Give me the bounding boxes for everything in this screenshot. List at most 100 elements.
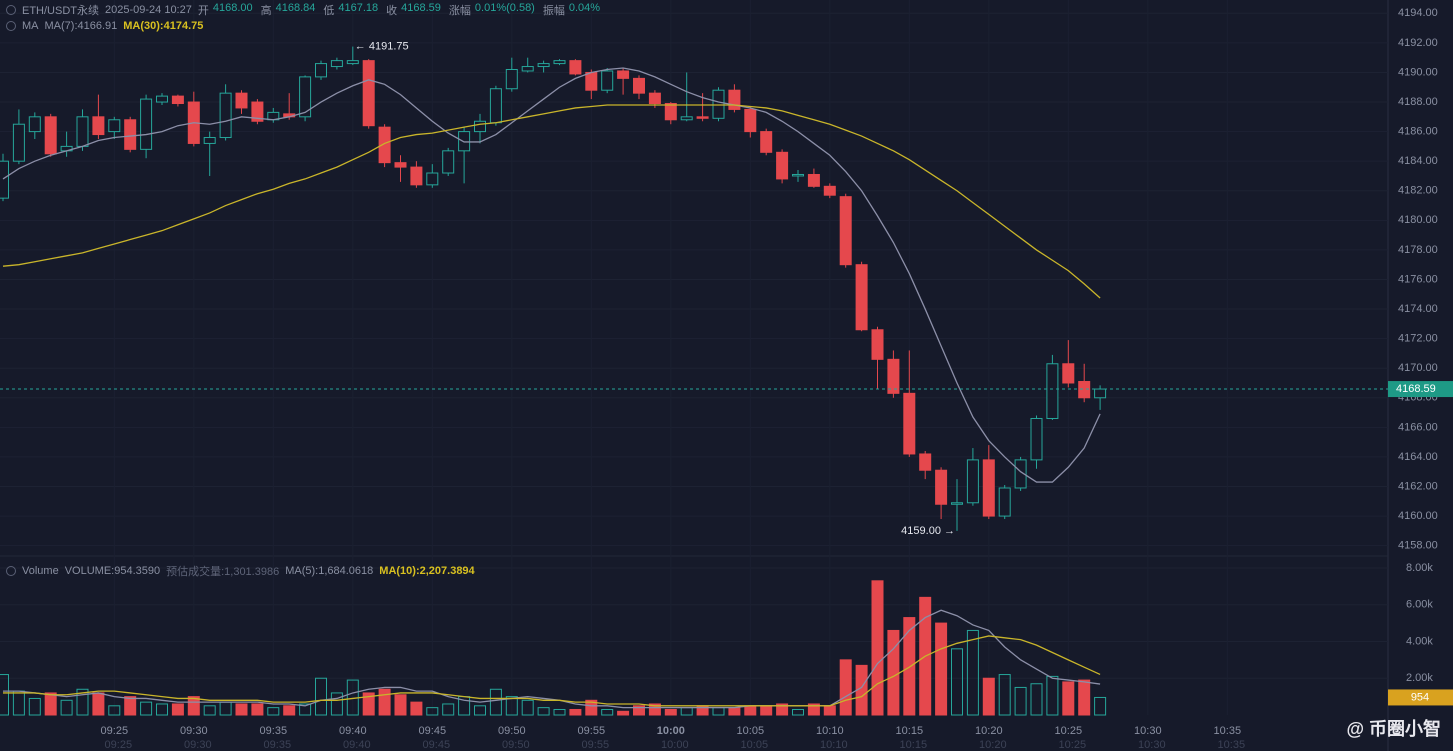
icon[interactable] [6,566,16,576]
x-tick-ghost: 09:35 [264,739,292,751]
volume-bar [728,707,741,716]
candle-body [156,95,168,103]
x-tick-ghost: 10:05 [741,739,769,751]
candle-body [1094,388,1107,399]
candle-body [903,392,916,455]
legend-entry: MA(5):1,684.0618 [285,565,374,577]
volume-bar [633,705,645,716]
x-tick-ghost: 10:25 [1059,739,1087,751]
volume-ma-line [3,635,1101,707]
volume-bar [315,677,327,716]
x-tick-label: 09:25 [101,725,129,737]
legend-entry: VOLUME:954.3590 [64,565,161,577]
legend-entry: MA(7):4166.91 [44,20,118,32]
candle-body [76,116,89,147]
header-label: 低 [323,5,335,17]
volume-bar [283,705,296,716]
candle-body [124,119,137,150]
candle-body [140,98,153,150]
volume-bar [839,659,852,716]
last-price-label: 4168.59 [1396,383,1436,395]
candle-body [792,173,804,177]
volume-bar [982,677,995,716]
y-tick-label: 4170.00 [1398,362,1438,374]
x-tick-label: 09:50 [498,725,526,737]
volume-title: Volume [22,565,59,577]
candle-body [807,173,820,187]
y-tick-label: 4172.00 [1398,333,1438,345]
volume-bar [1046,675,1059,716]
candle-body [951,502,963,505]
volume-bar [203,705,216,716]
candle-body [474,120,486,133]
candle-body [919,453,932,471]
volume-bar [935,622,948,716]
candle-body [633,77,645,94]
header-label: 振幅 [542,5,565,17]
volume-bar [823,705,836,716]
y-tick-label: 4180.00 [1398,214,1438,226]
volume-bar [585,699,598,716]
header-label: 高 [260,5,272,17]
candle-body [648,92,661,105]
volume-bar [12,690,25,716]
volume-bar [187,696,200,716]
icon[interactable] [6,21,16,31]
candle-body [346,60,359,65]
min-annotation: 4159.00 → [901,525,955,537]
x-tick-label: 10:25 [1055,725,1083,737]
x-tick-label: 10:35 [1214,725,1242,737]
y-tick-label: 4158.00 [1398,540,1438,552]
header-value: 4168.59 [401,2,441,14]
volume-bar [569,708,582,716]
volume-bar [760,705,773,716]
volume-bar [664,708,677,716]
candle-body [664,103,677,121]
x-tick-label: 09:35 [260,725,288,737]
candle-body [966,459,979,504]
volume-bar [235,703,248,716]
candle-body [28,116,41,133]
volume-bar [442,703,455,716]
x-tick-ghost: 10:35 [1218,739,1246,751]
volume-bar [903,617,916,716]
y-tick-label: 4164.00 [1398,451,1438,463]
candle-body [203,137,216,144]
legend-entry: 预估成交量:1,301.3986 [166,566,280,578]
candle-body [760,131,773,153]
candle-body [712,89,725,119]
volume-bar [887,629,900,716]
volume-badge [1388,689,1453,706]
volume-tick-label: 8.00k [1406,562,1433,574]
candle-body [998,487,1011,517]
candle-body [505,69,518,90]
volume-bar [505,696,518,716]
x-tick-ghost: 09:25 [105,739,133,751]
volume-bar [60,699,73,716]
candle-body [1078,381,1091,399]
candle-body [235,92,248,109]
volume-bar [680,707,693,716]
volume-bar [108,705,121,716]
y-tick-label: 4166.00 [1398,421,1438,433]
volume-bar [1094,696,1107,716]
last-price-badge [1388,381,1453,398]
volume-bar [28,697,41,716]
candle-body [219,92,232,139]
volume-bar [1062,681,1075,716]
x-tick-ghost: 09:55 [582,739,610,751]
candle-body [394,162,407,168]
candle-body [521,66,534,72]
candle-body [887,358,900,394]
header-label: 涨幅 [448,5,471,17]
volume-bar [951,648,963,716]
candle-body [696,116,709,119]
y-tick-label: 4182.00 [1398,185,1438,197]
candle-body [537,63,550,68]
y-tick-label: 4184.00 [1398,155,1438,167]
header-label: 开 [197,5,209,17]
icon[interactable] [6,5,16,15]
candle-body [44,116,57,155]
